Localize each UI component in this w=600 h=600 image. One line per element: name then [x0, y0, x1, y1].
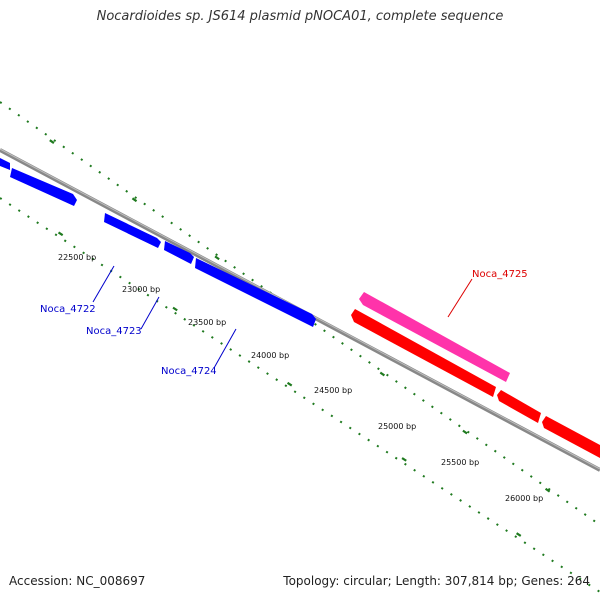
gene-noca-4723[interactable]	[164, 241, 194, 264]
label-noca-4722[interactable]: Noca_4722	[40, 304, 96, 315]
scale-label-25000: 25000 bp	[378, 422, 416, 431]
gene-noca-4722[interactable]	[104, 213, 161, 248]
accession-text: Accession: NC_008697	[9, 574, 146, 588]
scale-label-23000: 23000 bp	[122, 285, 160, 294]
forward-strand-genes	[0, 158, 316, 327]
gene-noca-4724[interactable]	[195, 258, 316, 327]
gene-label-leaders	[92, 265, 473, 369]
scale-label-24500: 24500 bp	[314, 386, 352, 395]
scale-label-26000: 26000 bp	[505, 494, 543, 503]
summary-text: Topology: circular; Length: 307,814 bp; …	[283, 574, 590, 588]
leader-noca-4722	[92, 265, 115, 303]
label-noca-4723[interactable]: Noca_4723	[86, 326, 142, 337]
gene-fragment-left-2[interactable]	[10, 168, 77, 206]
leader-noca-4724	[213, 328, 237, 369]
label-noca-4725[interactable]: Noca_4725	[472, 269, 528, 280]
gene-fragment-left[interactable]	[0, 158, 10, 170]
label-noca-4724[interactable]: Noca_4724	[161, 366, 217, 377]
scale-label-25500: 25500 bp	[441, 458, 479, 467]
gene-reverse-3[interactable]	[542, 416, 600, 458]
gene-noca-4725[interactable]	[359, 292, 510, 382]
outer-tick-ring	[0, 101, 600, 528]
scale-label-22500: 22500 bp	[58, 253, 96, 262]
gene-labels: Noca_4722 Noca_4723 Noca_4724 Noca_4725	[40, 269, 528, 377]
reverse-strand-genes	[351, 292, 600, 458]
scale-label-23500: 23500 bp	[188, 318, 226, 327]
gene-reverse-1[interactable]	[351, 309, 496, 397]
scale-label-24000: 24000 bp	[251, 351, 289, 360]
outer-tick-ring-dots	[0, 101, 600, 526]
gene-reverse-2[interactable]	[497, 390, 541, 423]
leader-noca-4723	[140, 296, 160, 330]
map-title: Nocardioides sp. JS614 plasmid pNOCA01, …	[96, 9, 504, 24]
scale-labels: 22500 bp 23000 bp 23500 bp 24000 bp 2450…	[58, 253, 543, 503]
leader-noca-4725	[447, 278, 473, 318]
